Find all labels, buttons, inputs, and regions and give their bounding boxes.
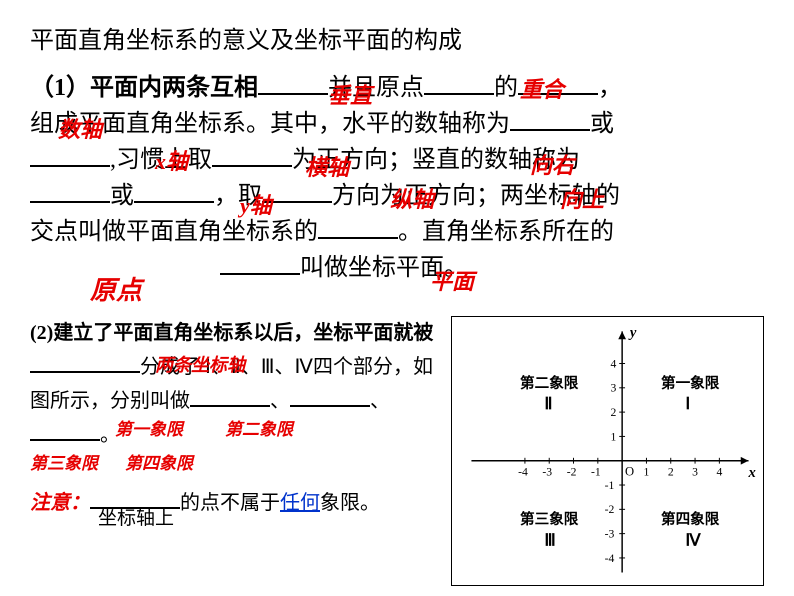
note-end: 象限。 [320, 492, 380, 514]
content-wrap: 平面直角坐标系的意义及坐标平面的构成 （1）平面内两条互相并且原点的， 组成平面… [30, 20, 764, 586]
lower-section: (2)建立了平面直角坐标系以后，坐标平面就被分成了 Ⅰ、Ⅱ、Ⅲ、Ⅳ四个部分，如图… [30, 316, 764, 586]
p1-t2: 的 [494, 75, 518, 101]
tick-yn2: -2 [605, 503, 615, 516]
tick-yn4: -4 [605, 552, 615, 565]
q2-symbol: Ⅱ [544, 394, 552, 413]
p2-t1: (2)建立了平面直角坐标系以后，坐标平面就被 [30, 322, 433, 344]
blank-8 [134, 201, 214, 203]
answer-7: y轴 [240, 188, 272, 220]
blank-9 [262, 201, 332, 203]
tick-x1: 1 [643, 465, 649, 478]
tick-y2: 2 [610, 406, 616, 419]
blank-11 [220, 273, 300, 275]
answer-6: 向右 [530, 148, 574, 180]
blank-b2 [190, 405, 270, 407]
answer-1: 垂直 [328, 78, 372, 110]
answer-b4: 第三象限 [30, 450, 98, 479]
q3-label: 第三象限 [520, 510, 579, 528]
answer-b5: 第四象限 [125, 450, 193, 479]
page-title: 平面直角坐标系的意义及坐标平面的构成 [30, 20, 764, 55]
chart-svg: 1 2 3 4 -1 -2 -3 -4 1 2 3 4 -1 -2 -3 -4 … [452, 317, 763, 585]
answer-8: 纵轴 [390, 182, 434, 214]
blank-b3 [290, 405, 370, 407]
q1-label: 第一象限 [661, 374, 720, 392]
tick-y1: 1 [610, 430, 616, 443]
y-arrow-icon [618, 331, 626, 339]
blank-7 [30, 201, 110, 203]
tick-xn4: -4 [518, 465, 528, 478]
blank-1 [258, 93, 328, 95]
blank-b1 [30, 371, 140, 373]
blank-10 [318, 237, 398, 239]
tick-x4: 4 [716, 465, 722, 478]
p1-t12: 。直角坐标系所在的 [398, 219, 614, 245]
answer-b6: 坐标轴上 [98, 503, 174, 535]
tick-xn3: -3 [542, 465, 552, 478]
answer-4: x轴 [155, 144, 188, 176]
q4-symbol: Ⅳ [685, 530, 702, 549]
coordinate-chart: 1 2 3 4 -1 -2 -3 -4 1 2 3 4 -1 -2 -3 -4 … [451, 316, 764, 586]
p1-t5: 或 [590, 111, 614, 137]
answer-5: 横轴 [305, 150, 349, 182]
tick-x2: 2 [668, 465, 674, 478]
p2-t4: 、 [370, 390, 390, 412]
tick-x3: 3 [692, 465, 698, 478]
origin-label: O [625, 464, 634, 478]
answer-b3: 第二象限 [225, 416, 293, 445]
blank-4 [510, 129, 590, 131]
q4-label: 第四象限 [661, 510, 720, 528]
blank-b4 [30, 439, 100, 441]
paragraph-1: （1）平面内两条互相并且原点的， 组成平面直角坐标系。其中，水平的数轴称为或 ,… [30, 70, 764, 286]
p1-t8: 或 [110, 183, 134, 209]
answer-11: 平面 [430, 264, 474, 296]
y-axis-label: y [628, 325, 637, 341]
blank-6 [212, 165, 292, 167]
p2-t3: 、 [270, 390, 290, 412]
paragraph-2: (2)建立了平面直角坐标系以后，坐标平面就被分成了 Ⅰ、Ⅱ、Ⅲ、Ⅳ四个部分，如图… [30, 316, 441, 586]
p1-t3: ， [598, 75, 622, 101]
q3-symbol: Ⅲ [544, 530, 555, 549]
answer-9: 向上 [560, 182, 604, 214]
tick-y3: 3 [610, 382, 616, 395]
p1-prefix: （1）平面内两条互相 [30, 75, 258, 101]
x-axis-label: x [747, 465, 755, 481]
tick-xn1: -1 [591, 465, 601, 478]
tick-xn2: -2 [567, 465, 577, 478]
q1-symbol: Ⅰ [685, 394, 690, 413]
note-link: 任何 [280, 492, 320, 514]
blank-2 [424, 93, 494, 95]
answer-3: 数轴 [58, 112, 102, 144]
note-prefix: 注意： [30, 492, 90, 514]
q2-label: 第二象限 [520, 374, 579, 392]
p1-t11: 交点叫做平面直角坐标系的 [30, 219, 318, 245]
x-arrow-icon [741, 457, 749, 465]
tick-yn3: -3 [605, 528, 615, 541]
answer-2: 重合 [520, 72, 564, 104]
answer-b1: 两条坐标轴 [155, 350, 245, 381]
tick-yn1: -1 [605, 479, 615, 492]
answer-10: 原点 [90, 270, 142, 307]
answer-b2: 第一象限 [115, 416, 183, 445]
tick-y4: 4 [610, 357, 616, 370]
blank-5 [30, 165, 110, 167]
note-mid: 的点不属于 [180, 492, 280, 514]
